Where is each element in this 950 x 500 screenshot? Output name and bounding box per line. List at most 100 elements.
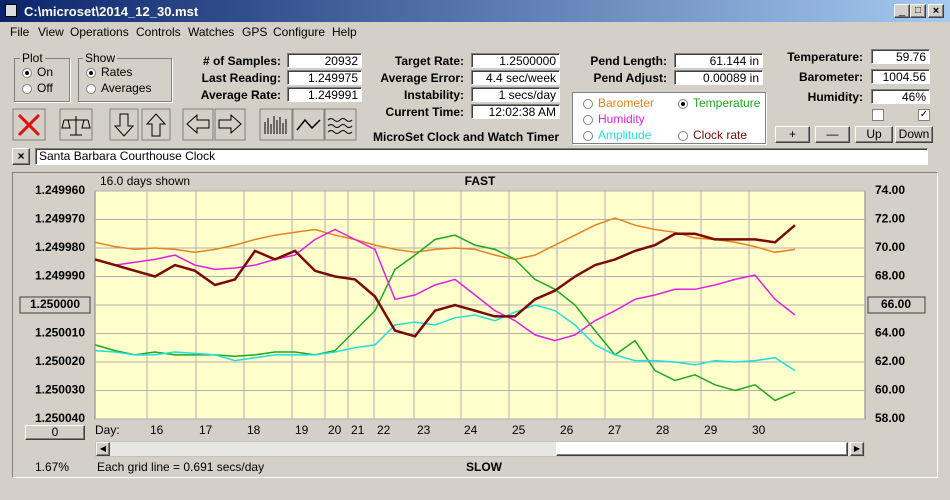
right-button[interactable] <box>214 108 246 141</box>
clear-button[interactable]: × <box>12 148 30 165</box>
x-tick-label: 16 <box>150 423 164 437</box>
x-tick-label: 17 <box>199 423 213 437</box>
tick-button <box>867 296 926 314</box>
toolbar-icons <box>12 108 357 141</box>
down-button[interactable] <box>109 108 139 141</box>
readout-label: Instability: <box>403 88 464 102</box>
x-tick-label: 21 <box>351 423 365 437</box>
window-title: C:\microset\2014_12_30.mst <box>24 4 199 19</box>
legend-item[interactable]: Humidity <box>583 112 645 126</box>
bottom-label: SLOW <box>466 460 503 474</box>
smooth-button[interactable] <box>292 108 325 141</box>
menu-item[interactable]: File <box>10 25 30 39</box>
close-button[interactable]: × <box>928 4 944 18</box>
option-label: On <box>37 65 54 79</box>
y-tick-label: 1.249990 <box>35 269 85 283</box>
y2-tick-label: 62.00 <box>875 354 905 368</box>
legend-label: Humidity <box>598 112 645 126</box>
legend-label: Temperature <box>693 96 761 110</box>
readout-label: Humidity: <box>807 90 863 104</box>
legend-item[interactable]: Barometer <box>583 96 654 110</box>
scrollbar[interactable]: ◀ ▶ <box>95 441 865 457</box>
offset-box[interactable]: 0 <box>25 425 85 440</box>
menu-item[interactable]: Operations <box>70 25 129 39</box>
menu-item[interactable]: View <box>38 25 64 39</box>
series-line <box>94 228 796 342</box>
readout-value[interactable]: 46% <box>871 89 930 104</box>
percent: 1.67% <box>35 460 69 474</box>
tick-button <box>19 296 91 314</box>
group-label: Plot <box>20 51 45 65</box>
readout-label: Last Reading: <box>201 71 281 85</box>
radio-option[interactable]: Off <box>22 81 53 95</box>
noise-button[interactable] <box>324 108 357 141</box>
legend-item[interactable]: Temperature <box>678 96 760 110</box>
readout-label: Pend Adjust: <box>593 71 667 85</box>
readout-value[interactable]: 1.249991 <box>287 87 362 102</box>
x-tick-label: 19 <box>295 423 309 437</box>
legend-item[interactable]: Clock rate <box>678 128 747 142</box>
radio-option[interactable]: Rates <box>86 65 132 79</box>
readout-value[interactable]: 61.144 in <box>674 53 763 68</box>
y2-tick-label: 70.00 <box>875 240 905 254</box>
grid-note: Each grid line = 0.691 secs/day <box>97 460 264 474</box>
y-tick-label: 1.249960 <box>35 183 85 197</box>
series-line <box>94 304 796 372</box>
readout-value[interactable]: 20932 <box>287 53 362 68</box>
radio-option[interactable]: Averages <box>86 81 151 95</box>
menu-item[interactable]: Controls <box>136 25 181 39</box>
action-button[interactable]: + <box>775 126 810 143</box>
menu-item[interactable]: GPS <box>242 25 268 39</box>
x-tick-label: 22 <box>377 423 391 437</box>
x-tick-label: 28 <box>656 423 670 437</box>
scroll-thumb[interactable] <box>556 442 848 456</box>
x-tick-label: 18 <box>247 423 261 437</box>
y2-tick-label: 66.00 <box>881 297 911 311</box>
action-button[interactable]: — <box>815 126 850 143</box>
x-axis-label: Day: <box>95 423 120 437</box>
readout-label: Current Time: <box>385 105 464 119</box>
readout-value[interactable]: 1.249975 <box>287 70 362 85</box>
y2-tick-label: 68.00 <box>875 269 905 283</box>
legend-label: Amplitude <box>598 128 652 142</box>
readout-value[interactable]: 4.4 sec/week <box>471 70 560 85</box>
readout-value[interactable]: 1 secs/day <box>471 87 560 102</box>
legend-label: Barometer <box>598 96 655 110</box>
action-button[interactable]: Up <box>855 126 893 143</box>
scroll-left[interactable]: ◀ <box>96 442 110 456</box>
x-tick-label: 29 <box>704 423 718 437</box>
scroll-right[interactable]: ▶ <box>850 442 864 456</box>
option-label: Off <box>37 81 53 95</box>
readout-value[interactable]: 1.2500000 <box>471 53 560 68</box>
bars-button[interactable] <box>259 108 293 141</box>
readout-label: Barometer: <box>798 70 863 84</box>
readout-value[interactable]: 1004.56 <box>871 69 930 84</box>
balance-button[interactable] <box>59 108 93 141</box>
x-tick-label: 30 <box>752 423 766 437</box>
y-tick-label: 1.249970 <box>35 212 85 226</box>
minimize-button[interactable]: _ <box>894 4 910 18</box>
checkbox[interactable] <box>872 109 884 121</box>
stop-button[interactable] <box>12 108 46 141</box>
menu-item[interactable]: Configure <box>273 25 326 39</box>
clock-name-field[interactable]: Santa Barbara Courthouse Clock <box>35 148 928 165</box>
readout-value[interactable]: 12:02:38 AM <box>471 104 560 119</box>
up-button[interactable] <box>141 108 171 141</box>
legend-item[interactable]: Amplitude <box>583 128 651 142</box>
menu-item[interactable]: Help <box>332 25 357 39</box>
y2-tick-label: 58.00 <box>875 411 905 425</box>
readout-value[interactable]: 59.76 <box>871 49 930 64</box>
radio-option[interactable]: On <box>22 65 53 79</box>
readout-label: Temperature: <box>787 50 863 64</box>
x-tick-label: 24 <box>464 423 478 437</box>
action-button[interactable]: Down <box>895 126 933 143</box>
checkbox[interactable]: ✓ <box>918 109 930 121</box>
left-button[interactable] <box>182 108 214 141</box>
menu-item[interactable]: Watches <box>188 25 235 39</box>
readout-label: Target Rate: <box>394 54 464 68</box>
option-label: Averages <box>101 81 152 95</box>
maximize-button[interactable]: □ <box>910 4 926 18</box>
app-name: MicroSet Clock and Watch Timer <box>373 130 560 144</box>
readout-value[interactable]: 0.00089 in <box>674 70 763 85</box>
